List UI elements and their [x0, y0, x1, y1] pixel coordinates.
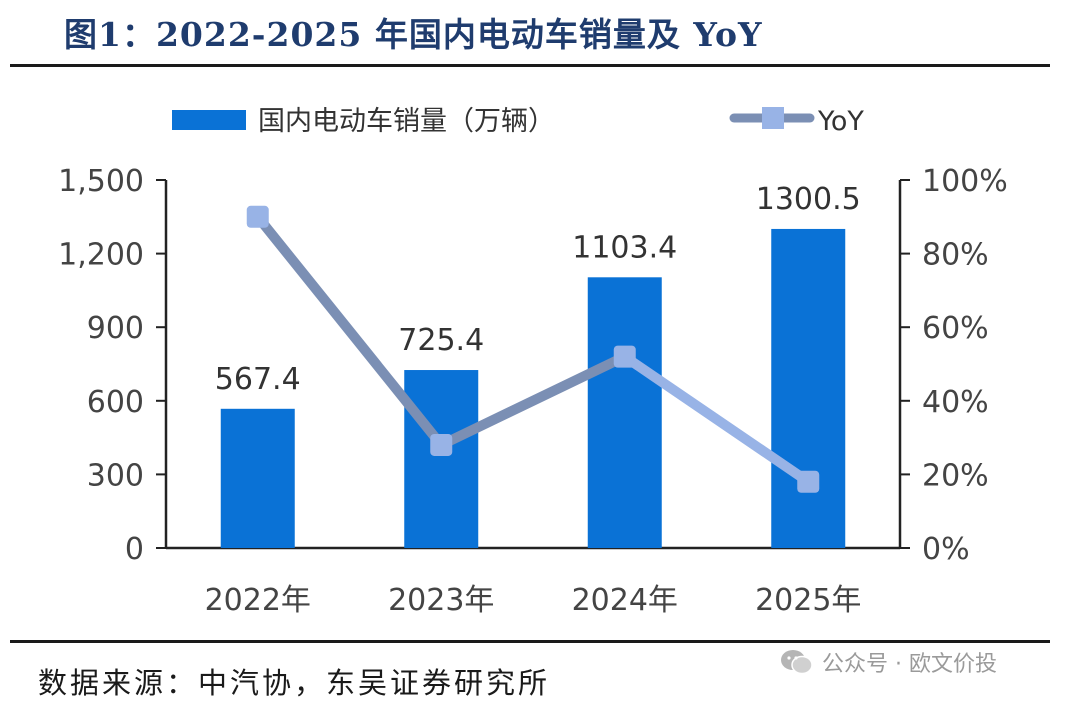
source-note: 数据来源：中汽协，东吴证券研究所 [38, 666, 551, 700]
x-tick-label: 2025年 [755, 583, 861, 618]
left-tick-label: 300 [87, 458, 144, 493]
yoy-point [430, 433, 453, 456]
watermark: 公众号 · 欧文价投 [780, 646, 997, 678]
left-tick-label: 0 [125, 532, 144, 567]
bar-value-label: 1103.4 [572, 230, 677, 265]
yoy-point [797, 470, 820, 493]
left-tick-label: 1,500 [58, 164, 144, 199]
legend-bar-swatch [172, 110, 246, 130]
right-tick-label: 100% [922, 164, 1008, 199]
bar [404, 370, 479, 548]
right-tick-label: 20% [922, 458, 989, 493]
bar-value-label: 567.4 [215, 362, 301, 397]
yoy-line [246, 205, 820, 493]
bar [587, 277, 662, 548]
chart-title: 图1：2022-2025 年国内电动车销量及 YoY [64, 15, 763, 54]
axes: 0 300 600 900 1,200 1,500 0% 20% 40% 60% 80% 100% [58, 164, 1008, 567]
left-tick-label: 1,200 [58, 238, 144, 273]
bar-value-label: 725.4 [398, 323, 484, 358]
chart-canvas: 国内电动车销量（万辆） YoY 0 300 600 900 1,200 1,500 0% 20… [58, 106, 1008, 618]
right-tick-label: 0% [922, 532, 970, 567]
left-tick-label: 900 [87, 311, 144, 346]
yoy-line-segment [619, 351, 814, 487]
legend-marker-swatch [762, 107, 784, 129]
legend-bar-label: 国内电动车销量（万辆） [258, 106, 555, 137]
bar-value-label: 1300.5 [756, 182, 861, 217]
bar [220, 408, 295, 548]
top-rule [10, 64, 1050, 67]
x-tick-label: 2022年 [205, 583, 311, 618]
yoy-point [613, 345, 636, 368]
x-tick-label: 2023年 [388, 583, 494, 618]
yoy-point [246, 205, 269, 228]
x-tick-label: 2024年 [572, 583, 678, 618]
right-tick-label: 40% [922, 385, 989, 420]
bar-labels: 567.4 725.4 1103.4 1300.5 [215, 182, 861, 397]
yoy-line-segment [252, 211, 447, 450]
yoy-line-segment [436, 351, 630, 450]
legend-line-label: YoY [817, 106, 864, 137]
wechat-icon [780, 648, 814, 676]
legend: 国内电动车销量（万辆） YoY [172, 106, 864, 137]
right-tick-label: 60% [922, 311, 989, 346]
right-tick-label: 80% [922, 238, 989, 273]
bars [220, 228, 846, 548]
bar [771, 228, 846, 548]
left-tick-label: 600 [87, 385, 144, 420]
x-labels: 2022年 2023年 2024年 2025年 [205, 583, 862, 618]
bottom-rule [10, 640, 1050, 643]
watermark-text: 公众号 · 欧文价投 [822, 652, 997, 677]
